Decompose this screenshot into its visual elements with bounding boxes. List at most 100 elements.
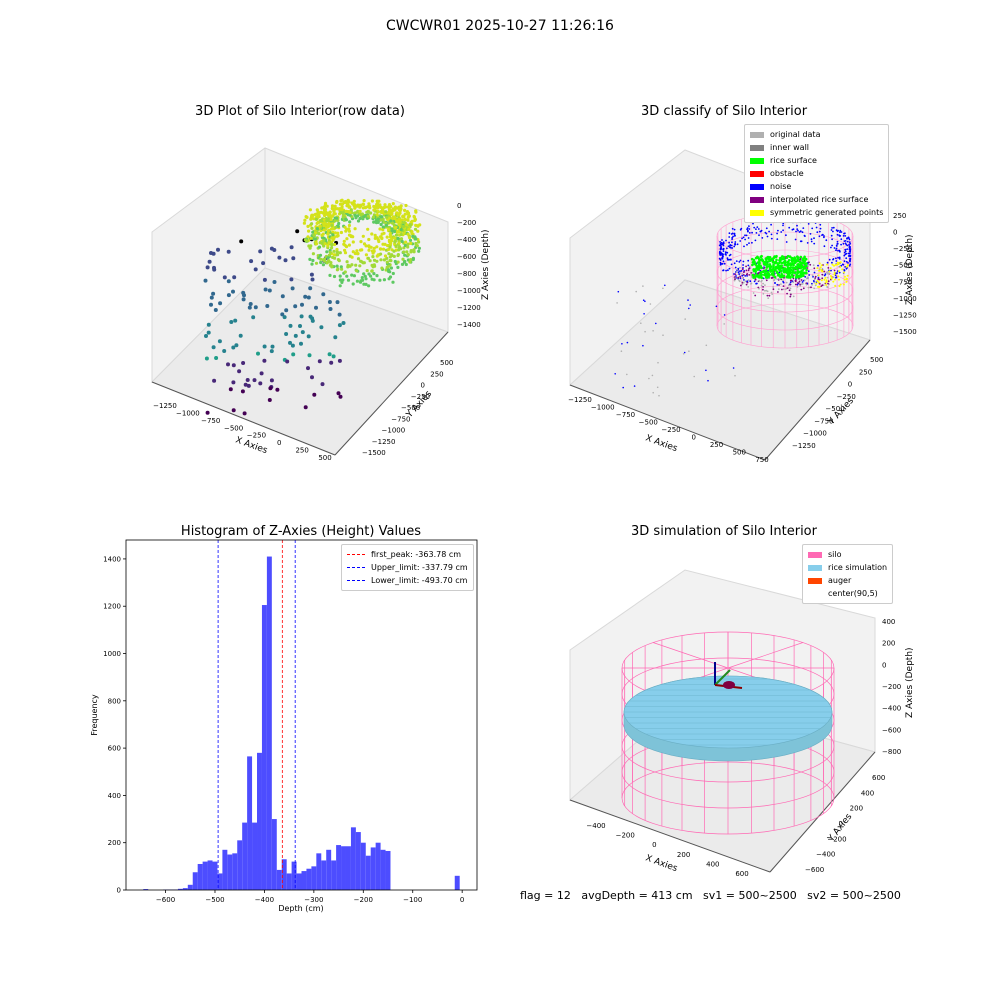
raw-point <box>327 352 332 357</box>
raw-point <box>272 248 277 252</box>
raw-point <box>307 353 312 358</box>
raw-surface-point <box>391 202 395 206</box>
raw-surface-point <box>332 274 337 279</box>
raw-surface-point <box>376 217 380 221</box>
raw-surface-point <box>327 253 331 257</box>
raw-surface-point <box>367 248 371 252</box>
raw-point <box>226 279 231 284</box>
legend-entry: first_peak: -363.78 cm <box>347 548 468 561</box>
raw-surface-point <box>382 258 386 262</box>
raw-z-tick-label: −800 <box>457 270 476 278</box>
raw-surface-point <box>409 223 413 227</box>
legend-entry: center(90,5) <box>808 587 887 600</box>
raw-surface-point <box>317 245 322 249</box>
raw-surface-point <box>394 244 398 248</box>
raw-surface-point <box>401 257 405 261</box>
raw-surface-point <box>356 257 361 261</box>
raw-point <box>312 392 317 397</box>
raw-point <box>284 332 289 336</box>
raw-surface-point <box>404 203 408 208</box>
raw-surface-point <box>310 214 314 218</box>
raw-point <box>214 356 219 360</box>
raw-surface-point <box>332 249 336 253</box>
raw-surface-point <box>389 219 393 223</box>
raw-x-tick-label: −250 <box>247 432 266 440</box>
raw-point <box>226 249 231 254</box>
raw-y-tick-label: −1250 <box>372 438 396 446</box>
raw-surface-point <box>342 239 346 243</box>
raw-point <box>226 293 231 298</box>
raw-point <box>275 387 280 392</box>
raw-point <box>231 380 236 385</box>
raw-surface-point <box>356 214 360 218</box>
raw-point <box>233 318 238 323</box>
raw-point <box>300 302 304 307</box>
raw-surface-point <box>396 236 400 241</box>
raw-surface-point <box>305 239 309 243</box>
raw-surface-point <box>388 275 393 279</box>
raw-surface-point <box>360 212 364 216</box>
raw-surface-point <box>325 225 329 229</box>
raw-surface-point <box>387 238 391 242</box>
raw-surface-point <box>396 260 400 264</box>
raw-point <box>209 295 214 300</box>
raw-surface-point <box>324 222 328 226</box>
raw-rice-surface-ring <box>302 198 422 288</box>
raw-point <box>259 371 264 376</box>
raw-point <box>204 334 208 338</box>
raw-surface-point <box>336 231 340 235</box>
raw-point <box>310 375 314 380</box>
raw-point <box>288 340 292 345</box>
raw-z-axis-label: Z Axies (Depth) <box>481 229 491 300</box>
plot-title-classify: 3D classify of Silo Interior <box>640 104 808 119</box>
raw-point <box>290 343 295 348</box>
raw-surface-point <box>376 209 380 213</box>
raw-surface-point <box>333 204 337 208</box>
raw-point <box>327 300 332 304</box>
raw-point <box>229 320 234 324</box>
legend-swatch <box>808 551 822 558</box>
raw-surface-point <box>345 227 349 231</box>
raw-surface-point <box>339 207 343 211</box>
raw-surface-point <box>379 222 383 227</box>
legend-label: obstacle <box>770 169 804 178</box>
raw-point <box>337 323 342 328</box>
raw-surface-point <box>348 210 352 215</box>
raw-point <box>263 287 268 292</box>
raw-surface-point <box>367 284 371 288</box>
legend-label: inner wall <box>770 143 810 152</box>
raw-surface-point <box>409 258 413 262</box>
raw-surface-point <box>333 219 337 223</box>
legend-line-swatch <box>347 554 365 555</box>
raw-point <box>238 333 243 338</box>
raw-surface-point <box>395 219 399 223</box>
raw-surface-point <box>350 273 354 277</box>
plot-title-raw: 3D Plot of Silo Interior(row data) <box>195 104 405 119</box>
raw-surface-point <box>385 260 389 264</box>
legend-entry: rice simulation <box>808 561 887 574</box>
legend-entry: Lower_limit: -493.70 cm <box>347 574 468 587</box>
raw-surface-point <box>406 215 410 219</box>
raw-surface-point <box>370 232 374 236</box>
histogram-legend: first_peak: -363.78 cm Upper_limit: -337.… <box>341 544 474 591</box>
raw-point <box>299 341 303 346</box>
raw-point <box>310 277 315 282</box>
raw-x-tick-label: 500 <box>318 454 331 462</box>
raw-surface-point <box>321 263 325 267</box>
raw-point <box>242 411 247 416</box>
raw-surface-point <box>347 223 351 228</box>
raw-surface-point <box>362 242 367 246</box>
raw-surface-point <box>388 255 392 259</box>
raw-surface-point <box>378 227 382 231</box>
raw-surface-point <box>358 264 362 268</box>
raw-point <box>253 305 258 310</box>
raw-point <box>320 382 325 387</box>
raw-surface-point <box>333 231 337 235</box>
raw-surface-point <box>337 221 341 226</box>
raw-surface-point <box>306 235 310 239</box>
raw-surface-point <box>414 209 418 213</box>
raw-point <box>231 363 236 368</box>
raw-surface-point <box>346 278 351 282</box>
raw-point <box>269 349 274 354</box>
